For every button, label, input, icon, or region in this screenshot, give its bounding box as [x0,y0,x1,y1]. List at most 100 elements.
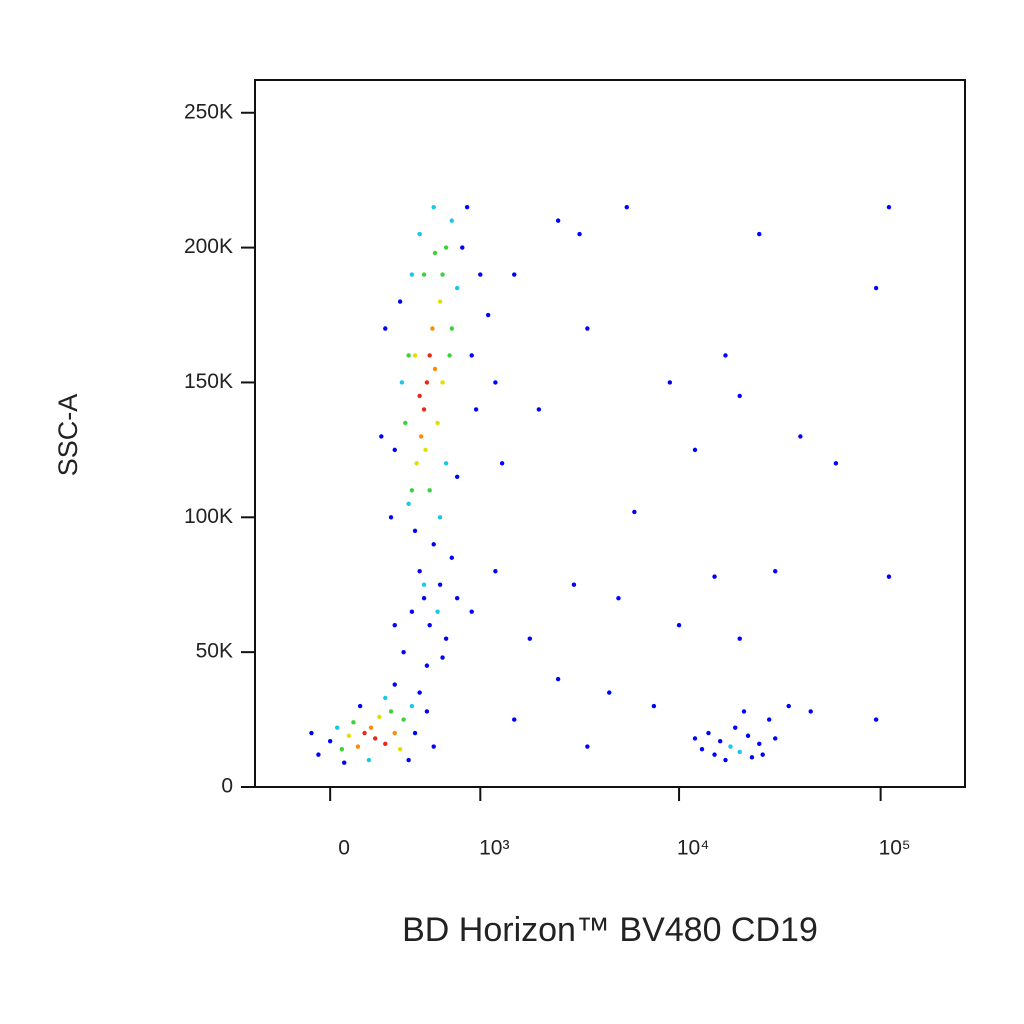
event-dot [473,407,479,412]
event-dot [316,752,321,757]
event-dot [424,663,430,668]
event-dot [406,501,411,507]
event-dot [406,353,411,358]
event-dot [392,682,397,687]
event-dot [424,380,430,385]
event-dot [493,569,498,574]
event-dot [351,720,356,725]
event-dot [373,736,378,741]
event-dot [616,596,621,601]
event-dot [773,736,778,741]
event-dot [412,353,418,358]
event-dot [412,730,418,736]
event-dot [886,574,892,579]
event-dot [699,747,705,752]
event-dot [440,272,445,277]
event-dot [706,730,711,736]
event-dot [388,709,394,714]
event-dot [421,596,427,601]
event-dot [555,218,561,223]
event-dot [401,649,406,655]
event-dot [427,488,432,493]
event-dot [421,582,427,587]
event-dot [417,231,422,237]
event-dot [443,245,449,250]
x-tick-label: 10⁴ [677,837,709,860]
y-tick-label: 100K [184,505,233,528]
event-dot [309,730,314,736]
event-dot [414,461,419,466]
y-axis-title: SSC-A [53,394,83,477]
event-dot [355,744,361,749]
event-dot [833,461,839,466]
event-dot [651,703,657,709]
event-dot [873,717,879,722]
event-dot [392,447,397,453]
event-dot [443,636,449,641]
event-dot [577,231,582,237]
y-tick-label: 150K [184,370,233,393]
event-dot [412,528,418,533]
event-dot [555,676,561,682]
event-dot [512,272,517,277]
x-tick-label: 0 [338,837,350,860]
event-dot [440,380,445,385]
y-tick-label: 0 [221,775,233,798]
event-dot [409,488,415,493]
event-dot [737,749,742,755]
event-dot [421,407,427,412]
event-dot [757,231,762,237]
event-dot [397,299,403,304]
event-dot [692,736,698,741]
event-dot [437,582,443,587]
event-dot [346,733,352,738]
event-dot [585,326,590,331]
event-dot [430,326,435,331]
event-dot [773,569,778,574]
event-dot [469,353,474,358]
event-dot [717,738,723,744]
event-dot [418,434,424,439]
event-dot [723,353,728,358]
event-dot [401,717,406,722]
event-dot [749,755,755,760]
event-dot [449,218,455,223]
event-dot [409,703,415,709]
event-dot [435,609,440,614]
event-dot [733,725,738,730]
event-dot [798,434,803,439]
event-dot [585,744,590,749]
event-dot [512,717,517,722]
event-dot [745,733,751,738]
event-dot [383,326,388,331]
event-dot [571,582,577,587]
event-dot [873,285,879,291]
event-dot [440,655,445,660]
event-dot [464,204,470,210]
event-dot [417,690,422,695]
event-dot [432,366,438,372]
event-dot [493,380,498,385]
event-dot [417,569,422,574]
event-dot [403,420,408,426]
event-dot [327,738,333,744]
y-tick-label: 250K [184,100,233,123]
event-dot [431,744,436,749]
event-dot [527,636,533,641]
event-dot [357,703,363,709]
x-tick-label: 10⁵ [879,837,911,860]
event-dot [409,272,415,277]
event-dot [886,204,892,210]
event-dot [406,757,411,763]
event-dot [454,285,460,291]
event-dot [443,461,449,466]
event-dot [760,752,765,757]
event-dot [339,747,345,752]
event-dot [454,596,460,601]
event-dot [437,299,443,304]
event-dot [741,709,747,714]
event-dot [737,393,742,399]
event-dot [667,380,673,385]
y-tick-label: 200K [184,235,233,258]
event-dot [397,747,403,752]
